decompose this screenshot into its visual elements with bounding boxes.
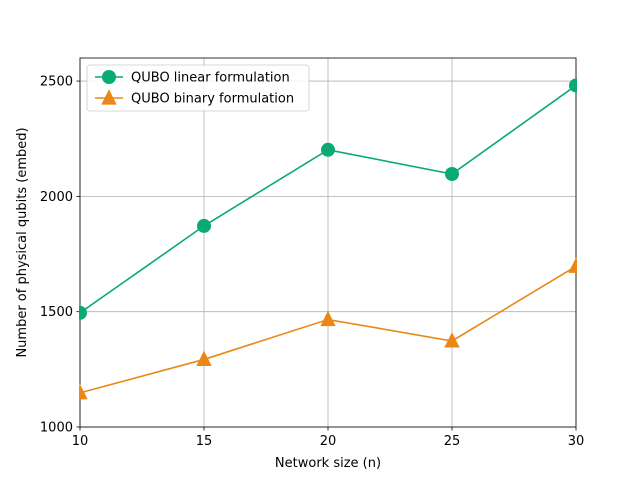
data-point [196, 350, 212, 366]
x-tick-label: 15 [196, 434, 213, 449]
y-tick-label: 2000 [40, 190, 73, 205]
series-2 [79, 257, 577, 400]
x-tick-label: 20 [320, 434, 337, 449]
data-point [445, 167, 459, 182]
data-point [79, 305, 87, 320]
x-axis-label: Network size (n) [275, 456, 381, 471]
y-axis: 1000 1500 2000 2500 [40, 75, 80, 436]
series-1 [79, 78, 577, 320]
x-tick-label: 10 [72, 434, 89, 449]
data-point [101, 89, 117, 105]
data-point [444, 332, 460, 348]
data-point [569, 78, 577, 93]
y-tick-label: 2500 [40, 75, 73, 90]
y-axis-label: Number of physical qubits (embed) [15, 127, 30, 357]
legend-item: QUBO linear formulation [95, 70, 290, 86]
data-point [568, 257, 577, 273]
data-point [321, 142, 335, 157]
legend: QUBO linear formulation QUBO binary formu… [86, 64, 310, 112]
x-tick-label: 30 [568, 434, 585, 449]
legend-box [86, 64, 310, 112]
grid-lines [79, 58, 577, 428]
legend-item: QUBO binary formulation [95, 89, 294, 107]
legend-label: QUBO binary formulation [131, 92, 294, 107]
x-tick-label: 25 [444, 434, 461, 449]
x-axis: 10 15 20 25 30 [72, 427, 585, 449]
data-point [197, 218, 211, 233]
y-tick-label: 1500 [40, 305, 73, 320]
data-point [79, 384, 88, 400]
series-layer [79, 78, 577, 400]
legend-label: QUBO linear formulation [131, 71, 290, 86]
y-tick-label: 1000 [40, 421, 73, 436]
data-point [102, 70, 116, 84]
data-point [320, 310, 336, 327]
